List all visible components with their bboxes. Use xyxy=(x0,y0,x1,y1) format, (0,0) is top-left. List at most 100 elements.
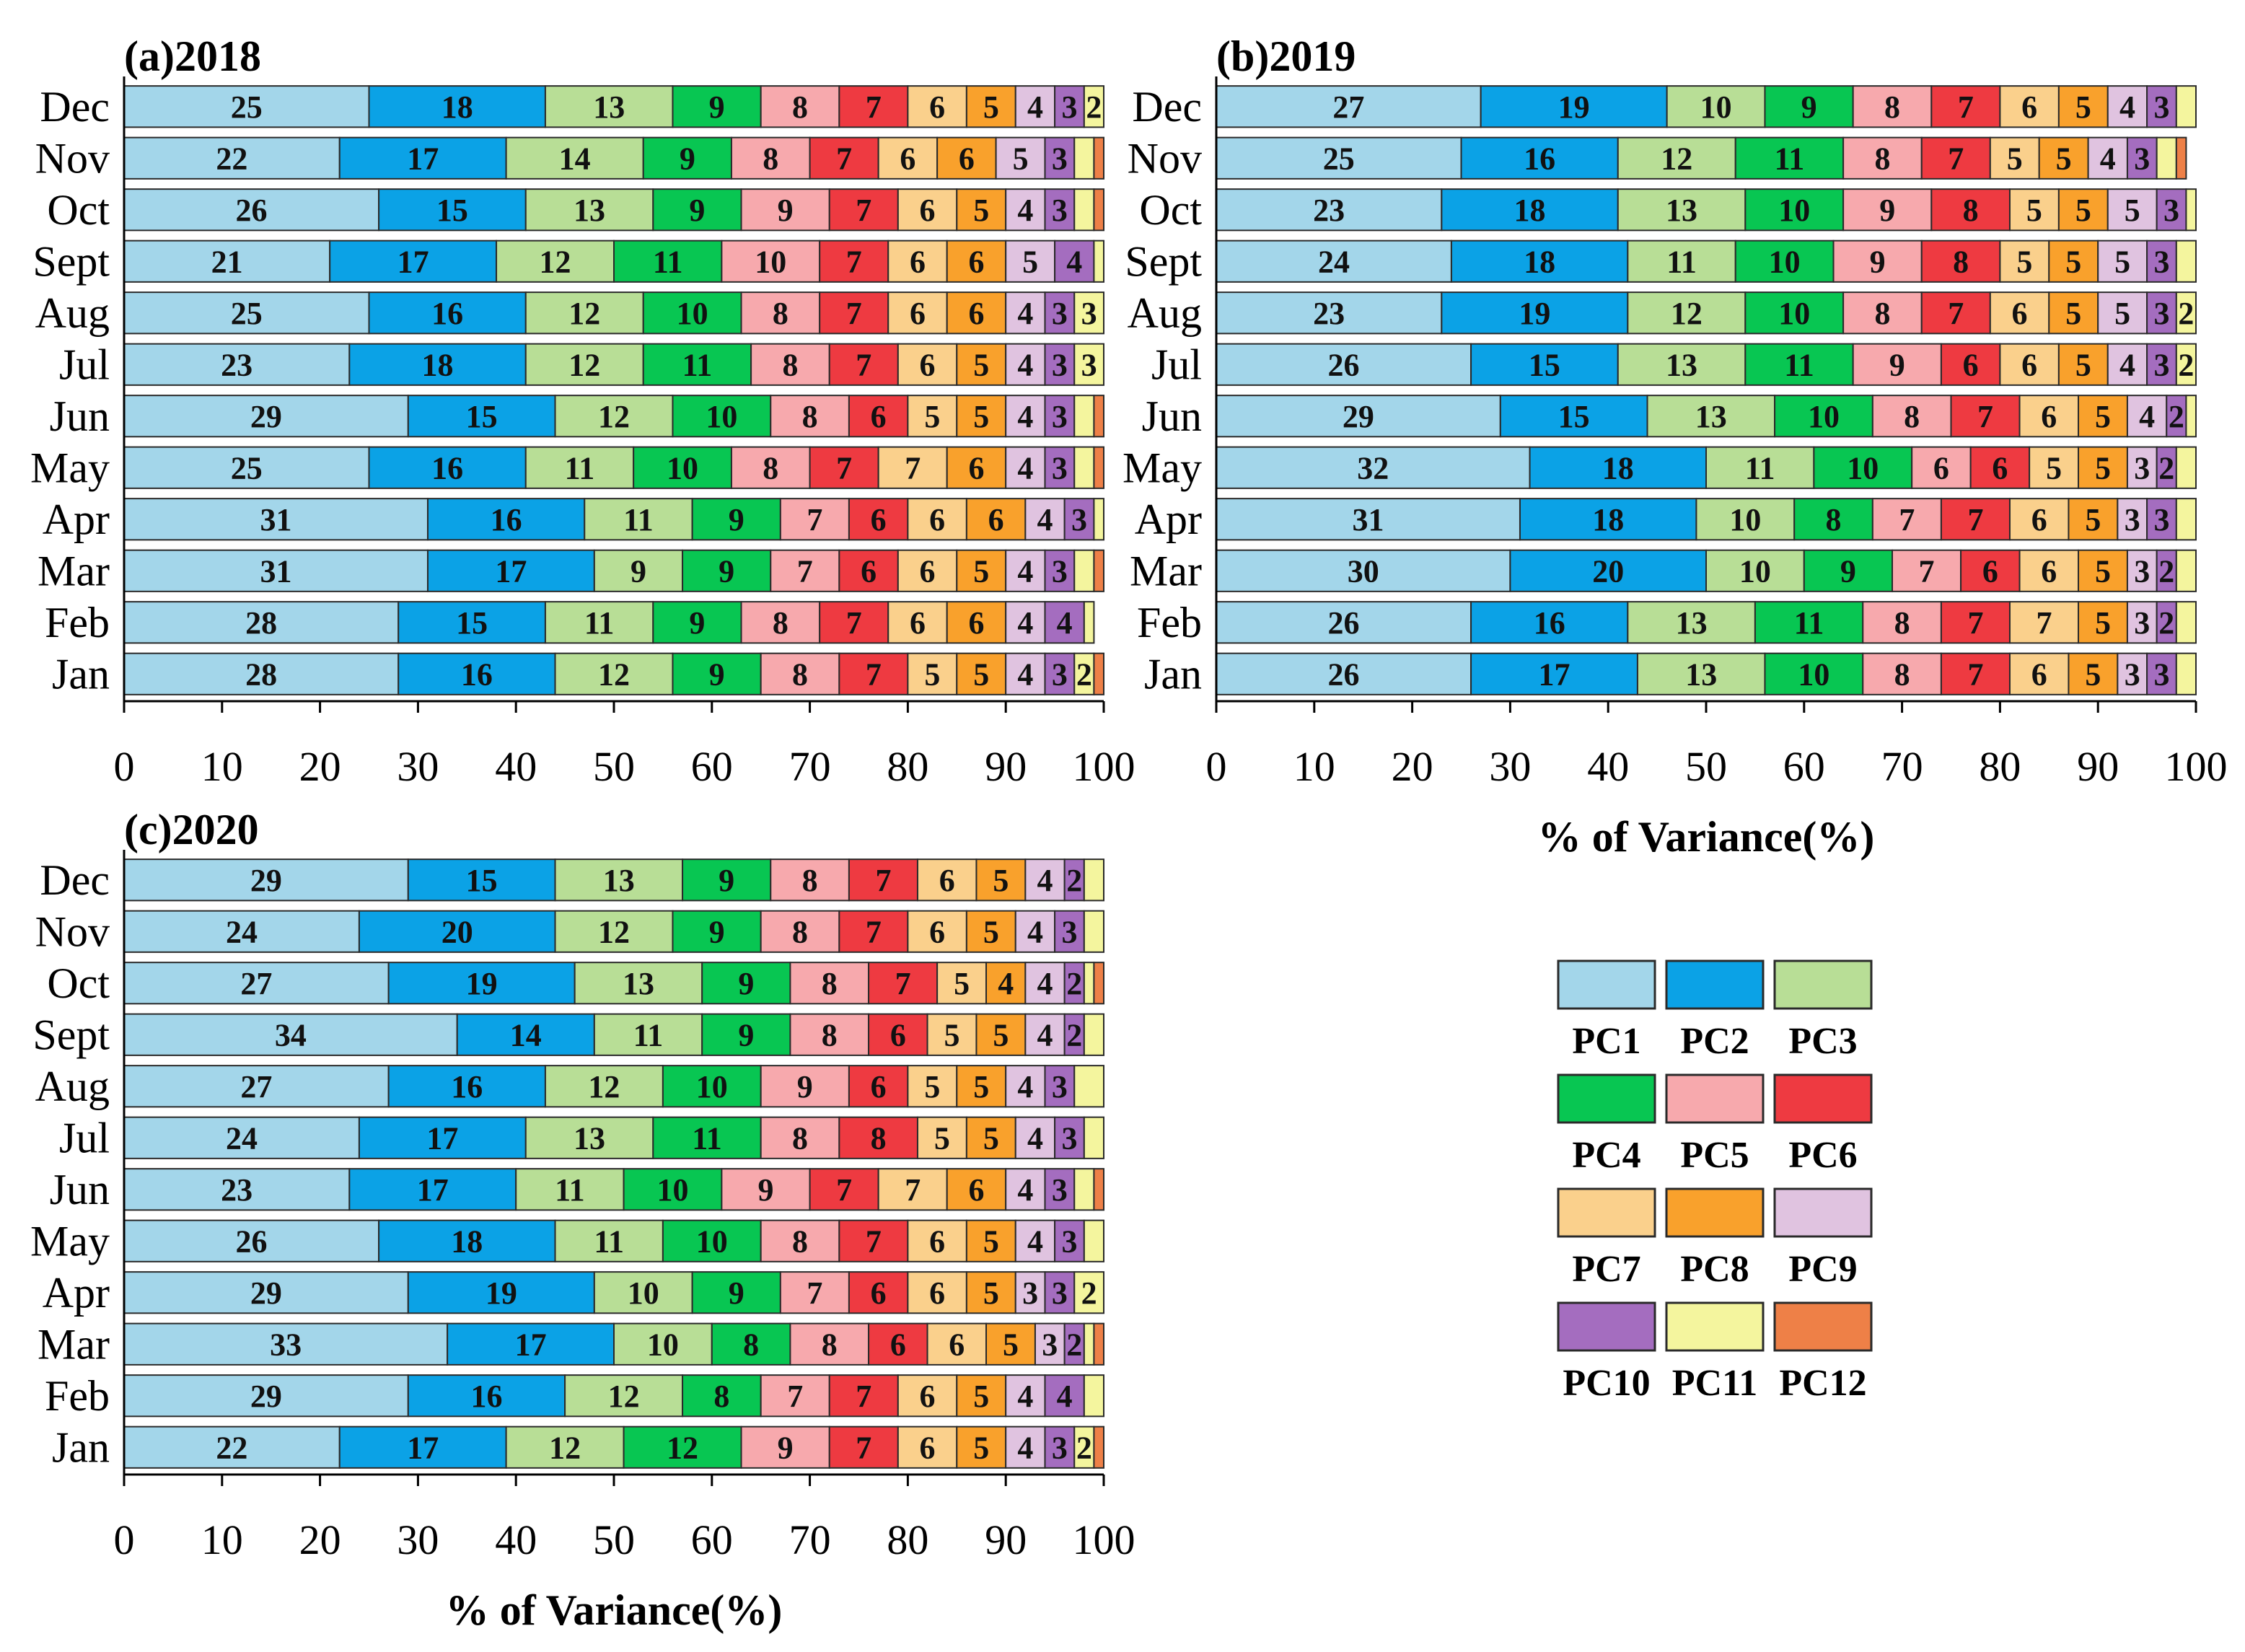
legend-swatch-pc5 xyxy=(1665,1073,1765,1124)
category-label: Mar xyxy=(38,1320,110,1368)
bar-value-label: 5 xyxy=(973,1069,989,1104)
bar-value-label: 5 xyxy=(2075,89,2091,125)
x-tick-label: 20 xyxy=(299,743,341,790)
x-tick-label: 10 xyxy=(201,1516,243,1563)
bar-value-label: 27 xyxy=(240,966,272,1001)
bar-segment xyxy=(2146,652,2177,695)
bar-segment xyxy=(838,1219,909,1262)
bar-value-label: 19 xyxy=(466,966,498,1001)
bar-segment xyxy=(1093,498,1105,541)
bar-segment xyxy=(1024,1013,1066,1056)
bar-segment xyxy=(877,1168,948,1211)
bar-value-label: 21 xyxy=(211,244,243,279)
bar-segment xyxy=(1005,395,1046,438)
bar-segment xyxy=(1216,601,1472,644)
bar-segment xyxy=(1216,343,1472,386)
bar-value-label: 8 xyxy=(871,1120,887,1156)
bar-value-label: 12 xyxy=(540,244,571,279)
category-label: Mar xyxy=(38,547,110,594)
x-tick-label: 50 xyxy=(593,743,635,790)
bar-segment xyxy=(1695,498,1796,541)
bar-value-label: 3 xyxy=(2125,502,2140,537)
bar-value-label: 6 xyxy=(910,296,926,331)
x-tick-label: 80 xyxy=(1979,743,2021,790)
bar-segment xyxy=(123,1374,409,1418)
x-tick-label: 10 xyxy=(1293,743,1335,790)
x-axis-label: % of Variance(%) xyxy=(446,1586,783,1634)
bar-segment xyxy=(770,858,850,902)
bar-segment xyxy=(2175,498,2197,541)
bar-segment xyxy=(868,962,939,1005)
bar-segment xyxy=(965,1116,1016,1159)
bar-segment xyxy=(819,291,889,335)
legend-swatch-pc7 xyxy=(1557,1187,1656,1238)
bar-value-label: 10 xyxy=(647,1327,679,1362)
bar-segment xyxy=(1093,188,1105,232)
bar-value-label: 31 xyxy=(1352,502,1384,537)
legend-label-pc10: PC10 xyxy=(1563,1363,1650,1404)
bar-segment xyxy=(682,549,772,592)
bar-segment xyxy=(2068,498,2119,541)
bar-value-label: 17 xyxy=(495,553,527,589)
legend-label-pc1: PC1 xyxy=(1572,1021,1640,1062)
bar-segment xyxy=(1940,601,2011,644)
legend-label-pc4: PC4 xyxy=(1572,1135,1640,1176)
bar-value-label: 5 xyxy=(993,1017,1009,1053)
x-tick-label: 60 xyxy=(1783,743,1825,790)
bar-segment xyxy=(848,1065,909,1108)
bar-segment xyxy=(2057,188,2109,232)
bar-value-label: 17 xyxy=(417,1172,449,1208)
bar-segment xyxy=(1005,343,1046,386)
bar-value-label: 8 xyxy=(1884,89,1900,125)
legend-swatch-pc1 xyxy=(1557,959,1656,1010)
bar-value-label: 10 xyxy=(1847,450,1879,486)
bar-value-label: 5 xyxy=(2114,244,2130,279)
bar-segment xyxy=(1636,652,1766,695)
bar-value-label: 6 xyxy=(910,605,926,641)
bar-value-label: 8 xyxy=(822,1327,838,1362)
bar-segment xyxy=(1083,1013,1104,1056)
bar-value-label: 5 xyxy=(973,193,989,228)
bar-value-label: 8 xyxy=(782,347,798,382)
bar-value-label: 4 xyxy=(1017,656,1033,692)
bar-segment xyxy=(1024,498,1066,541)
bar-segment xyxy=(956,1425,1007,1469)
bar-value-label: 7 xyxy=(1967,502,1983,537)
bar-value-label: 6 xyxy=(929,502,945,537)
x-tick-label: 0 xyxy=(114,743,135,790)
bar-value-label: 12 xyxy=(598,656,630,692)
bar-value-label: 3 xyxy=(2153,296,2169,331)
bar-segment xyxy=(2018,549,2080,592)
bar-segment xyxy=(1852,85,1933,128)
x-tick-label: 50 xyxy=(1685,743,1727,790)
bar-value-label: 9 xyxy=(1801,89,1817,125)
bar-segment xyxy=(907,85,967,128)
bar-value-label: 5 xyxy=(954,966,970,1001)
bar-segment xyxy=(897,1425,958,1469)
bar-segment xyxy=(1920,136,1991,180)
bar-value-label: 24 xyxy=(1318,244,1350,279)
category-label: Jun xyxy=(50,392,110,440)
legend-swatch-pc12 xyxy=(1773,1301,1873,1352)
bar-value-label: 2 xyxy=(1076,656,1092,692)
bar-segment xyxy=(1083,858,1104,902)
x-tick-label: 100 xyxy=(1073,743,1135,790)
bar-segment xyxy=(760,85,840,128)
bar-value-label: 18 xyxy=(1602,450,1634,486)
bar-segment xyxy=(652,601,742,644)
bar-value-label: 13 xyxy=(593,89,625,125)
bar-segment xyxy=(2126,136,2158,180)
bar-segment xyxy=(887,291,948,335)
bar-value-label: 3 xyxy=(2153,347,2169,382)
bar-segment xyxy=(1083,85,1104,128)
bar-segment xyxy=(623,1168,723,1211)
bar-segment xyxy=(1005,291,1046,335)
bar-value-label: 31 xyxy=(260,553,291,589)
bar-value-label: 7 xyxy=(866,1223,882,1259)
bar-segment xyxy=(1666,85,1766,128)
bar-value-label: 8 xyxy=(792,89,808,125)
bar-segment xyxy=(1950,395,2021,438)
bar-value-label: 3 xyxy=(1081,296,1097,331)
bar-segment xyxy=(123,910,360,953)
bar-segment xyxy=(1509,549,1707,592)
